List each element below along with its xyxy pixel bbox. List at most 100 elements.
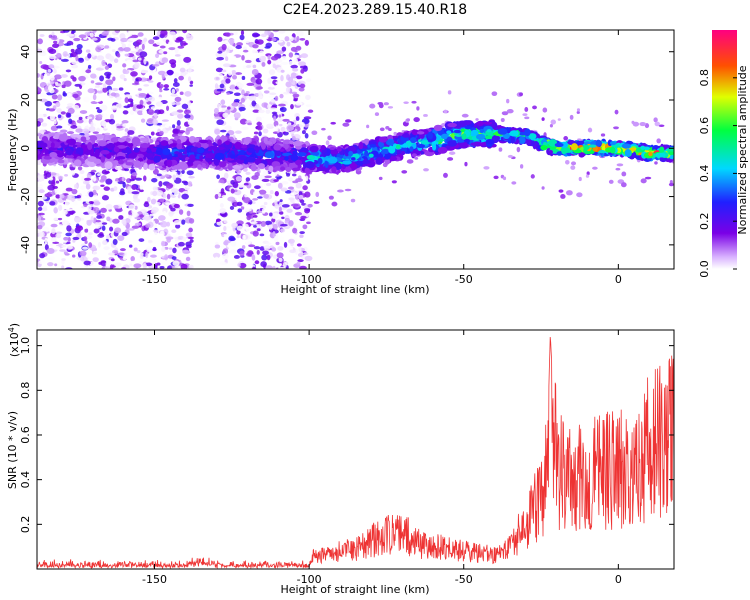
heatmap-cell <box>172 82 180 88</box>
heatmap-cell <box>479 142 487 146</box>
heatmap-cell <box>416 143 426 149</box>
heatmap-cell <box>67 103 74 107</box>
heatmap-cell <box>644 176 652 180</box>
heatmap-cell <box>37 120 41 127</box>
heatmap-cell <box>485 139 495 145</box>
heatmap-cell <box>620 182 627 188</box>
heatmap-cell <box>48 48 57 54</box>
heatmap-cell <box>173 151 180 155</box>
heatmap-cell <box>220 129 227 133</box>
heatmap-cell <box>277 118 284 122</box>
heatmap-cell <box>166 70 174 75</box>
heatmap-cell <box>137 88 142 91</box>
heatmap-cell <box>510 136 515 144</box>
heatmap-cell <box>120 37 128 43</box>
heatmap-cell <box>251 100 257 107</box>
heatmap-cell <box>138 130 142 135</box>
heatmap-cell <box>252 214 258 218</box>
heatmap-cell <box>658 146 665 154</box>
heatmap-cell <box>327 135 332 141</box>
heatmap-cell <box>265 242 272 245</box>
heatmap-cell <box>159 89 163 93</box>
heatmap-cell <box>143 175 147 182</box>
heatmap-cell <box>147 196 151 203</box>
heatmap-cell <box>165 202 171 206</box>
heatmap-cell <box>87 142 93 150</box>
heatmap-cell <box>153 155 161 163</box>
heatmap-cell <box>121 231 128 237</box>
heatmap-cell <box>613 126 619 130</box>
heatmap-cell <box>111 87 119 92</box>
heatmap-cell <box>231 222 238 229</box>
heatmap-cell <box>251 198 259 201</box>
heatmap-cell <box>299 38 306 41</box>
heatmap-cell <box>47 262 54 267</box>
heatmap-cell <box>246 147 256 153</box>
heatmap-cell <box>364 150 369 157</box>
heatmap-cell <box>286 208 293 213</box>
heatmap-cell <box>224 96 232 101</box>
heatmap-cell <box>669 154 674 160</box>
heatmap-cell <box>273 179 279 182</box>
heatmap-cell <box>302 252 309 255</box>
heatmap-cell <box>290 104 294 110</box>
heatmap-cell <box>241 75 246 81</box>
colorbar-label: Normalized spectral amplitude <box>736 65 749 234</box>
heatmap-cell <box>160 30 168 36</box>
heatmap-cell <box>654 161 658 165</box>
heatmap-cell <box>121 218 127 225</box>
heatmap-cell <box>125 161 134 166</box>
heatmap-cell <box>224 140 230 146</box>
heatmap-cell <box>208 145 219 151</box>
heatmap-cell <box>38 189 45 194</box>
heatmap-cell <box>269 212 273 217</box>
heatmap-cell <box>67 107 75 115</box>
heatmap-cell <box>268 95 276 98</box>
heatmap-cell <box>264 175 272 179</box>
heatmap-cell <box>57 94 63 101</box>
heatmap-cell <box>96 127 101 133</box>
heatmap-cell <box>71 133 82 138</box>
heatmap-cell <box>164 73 168 77</box>
heatmap-cell <box>147 80 154 83</box>
heatmap-cell <box>37 73 40 78</box>
heatmap-cell <box>56 125 63 129</box>
heatmap-cell <box>491 119 496 128</box>
heatmap-cell <box>234 130 242 134</box>
heatmap-cell <box>48 55 57 60</box>
heatmap-cell <box>409 146 414 152</box>
heatmap-cell <box>427 132 434 140</box>
heatmap-cell <box>374 112 380 117</box>
heatmap-cell <box>37 206 43 212</box>
heatmap-cell <box>296 243 302 247</box>
heatmap-cell <box>213 188 220 195</box>
heatmap-cell <box>158 215 166 221</box>
heatmap-cell <box>254 223 263 231</box>
heatmap-cell <box>130 168 136 173</box>
heatmap-cell <box>183 42 188 46</box>
heatmap-cell <box>122 123 129 128</box>
heatmap-cell <box>519 92 523 97</box>
heatmap-cell <box>37 215 41 222</box>
heatmap-cell <box>37 86 40 92</box>
heatmap-cell <box>88 242 93 248</box>
heatmap-cell <box>331 201 338 207</box>
heatmap-cell <box>232 164 242 169</box>
heatmap-cell <box>230 240 237 247</box>
heatmap-cell <box>182 30 188 34</box>
heatmap-cell <box>58 134 69 142</box>
heatmap-cell <box>213 107 219 115</box>
heatmap-cell <box>405 140 412 146</box>
heatmap-cell <box>157 70 166 76</box>
heatmap-cell <box>119 248 126 252</box>
heatmap-cell <box>244 136 252 142</box>
heatmap-cell <box>276 40 284 43</box>
heatmap-cell <box>222 262 228 265</box>
heatmap-cell <box>103 30 110 34</box>
heatmap-cell <box>236 220 244 226</box>
heatmap-cell <box>149 258 154 264</box>
heatmap-cell <box>588 144 597 148</box>
heatmap-cell <box>616 147 622 154</box>
heatmap-cell <box>261 254 268 261</box>
heatmap-cell <box>106 234 111 240</box>
